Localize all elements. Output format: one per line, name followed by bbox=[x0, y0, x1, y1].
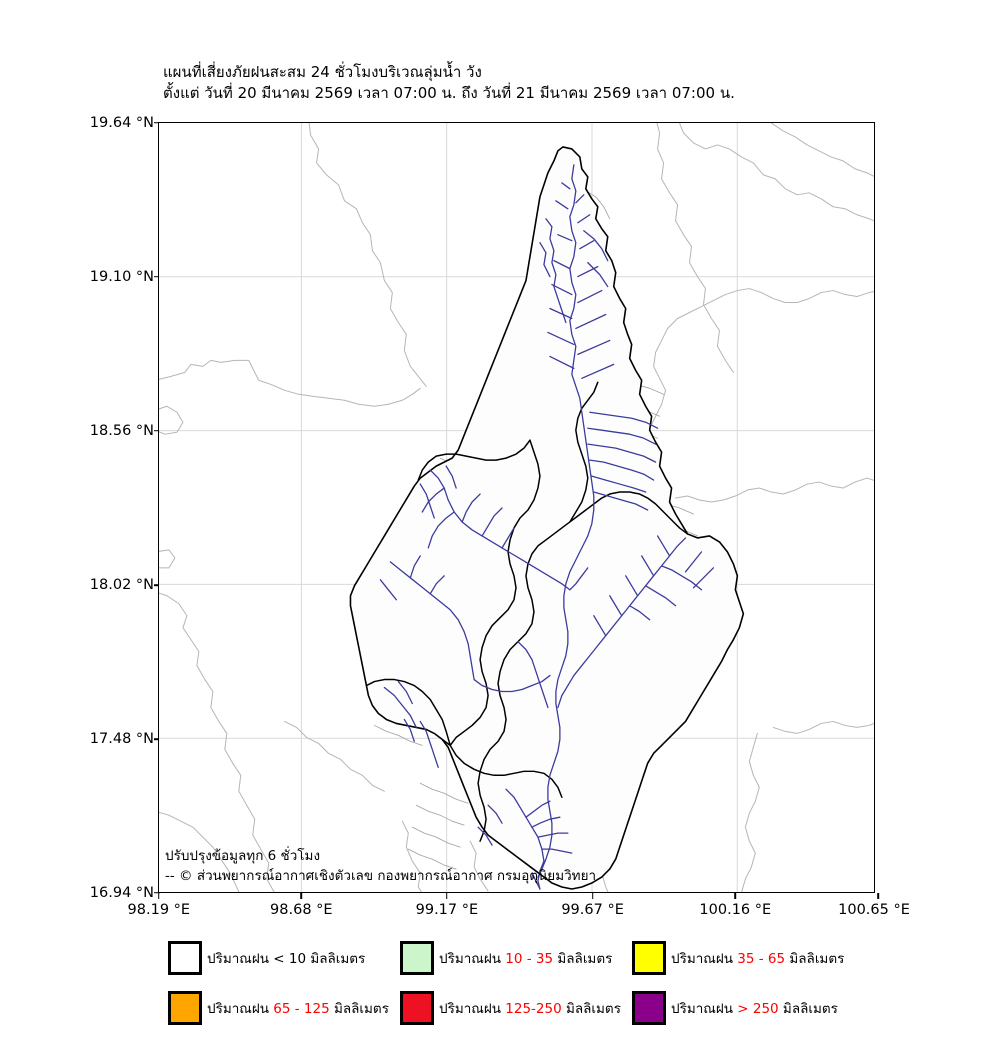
legend-suffix: มิลลิเมตร bbox=[553, 951, 613, 967]
legend-item-10-35[interactable]: ปริมาณฝน 10 - 35 มิลลิเมตร bbox=[400, 938, 612, 978]
legend-range: 35 - 65 bbox=[737, 951, 786, 967]
map-footnote: ปรับปรุงข้อมูลทุก 6 ชั่วโมง -- © ส่วนพยา… bbox=[165, 846, 596, 886]
legend-label: ปริมาณฝน 125-250 มิลลิเมตร bbox=[439, 997, 621, 1019]
province-boundaries bbox=[159, 123, 874, 892]
legend-range: 10 - 35 bbox=[505, 951, 554, 967]
legend-label: ปริมาณฝน < 10 มิลลิเมตร bbox=[207, 947, 365, 969]
footnote-line-1: ปรับปรุงข้อมูลทุก 6 ชั่วโมง bbox=[165, 848, 321, 864]
page-title: แผนที่เสี่ยงภัยฝนสะสม 24 ชั่วโมงบริเวณลุ… bbox=[163, 62, 923, 104]
basin-internal-divides bbox=[365, 381, 689, 842]
legend-item-gt250[interactable]: ปริมาณฝน > 250 มิลลิเมตร bbox=[632, 988, 838, 1028]
legend-suffix: มิลลิเมตร bbox=[785, 951, 845, 967]
y-tick-label: 18.02 °N bbox=[89, 577, 154, 594]
legend-range: > 250 bbox=[737, 1001, 779, 1017]
x-tick-label: 99.67 °E bbox=[561, 902, 624, 918]
x-tick bbox=[158, 893, 160, 899]
legend-prefix: ปริมาณฝน bbox=[439, 951, 506, 967]
footnote-line-2: -- © ส่วนพยากรณ์อากาศเชิงตัวเลข กองพยากร… bbox=[165, 868, 597, 884]
title-line-1: แผนที่เสี่ยงภัยฝนสะสม 24 ชั่วโมงบริเวณลุ… bbox=[163, 63, 482, 81]
legend-label: ปริมาณฝน > 250 มิลลิเมตร bbox=[671, 997, 838, 1019]
legend-prefix: ปริมาณฝน bbox=[207, 1001, 274, 1017]
legend-label: ปริมาณฝน 35 - 65 มิลลิเมตร bbox=[671, 947, 844, 969]
legend-item-125-250[interactable]: ปริมาณฝน 125-250 มิลลิเมตร bbox=[400, 988, 621, 1028]
y-tick-label: 17.48 °N bbox=[89, 731, 154, 748]
x-tick bbox=[877, 893, 879, 899]
legend-range: 125-250 bbox=[505, 1001, 562, 1017]
x-tick-label: 99.17 °E bbox=[415, 902, 479, 918]
legend-swatch bbox=[168, 941, 202, 975]
y-tick bbox=[154, 584, 160, 586]
y-tick bbox=[154, 121, 160, 124]
legend-range: 65 - 125 bbox=[273, 1001, 330, 1017]
legend-label: ปริมาณฝน 65 - 125 มิลลิเมตร bbox=[207, 997, 389, 1019]
y-tick bbox=[154, 738, 160, 741]
river-network bbox=[379, 164, 715, 890]
x-tick-label: 98.68 °E bbox=[270, 902, 333, 918]
basin-boundaries bbox=[349, 146, 745, 890]
y-tick bbox=[154, 275, 160, 278]
y-tick-label: 19.64 °N bbox=[89, 114, 154, 131]
legend-prefix: ปริมาณฝน bbox=[671, 1001, 738, 1017]
latitude-axis: 19.64 °N 19.10 °N 18.56 °N 18.02 °N 17.4… bbox=[58, 115, 160, 901]
basin-map bbox=[159, 123, 874, 892]
x-tick bbox=[591, 893, 594, 899]
map-plot-area[interactable]: ปรับปรุงข้อมูลทุก 6 ชั่วโมง -- © ส่วนพยา… bbox=[158, 122, 875, 893]
longitude-axis: 98.19 °E 98.68 °E 99.17 °E 99.67 °E 100.… bbox=[128, 893, 910, 933]
legend-swatch bbox=[168, 991, 202, 1025]
legend-swatch bbox=[400, 991, 434, 1025]
x-tick-label: 98.19 °E bbox=[127, 902, 191, 918]
rainfall-legend: ปริมาณฝน < 10 มิลลิเมตร ปริมาณฝน 10 - 35… bbox=[160, 932, 990, 1042]
legend-suffix: มิลลิเมตร bbox=[310, 951, 366, 967]
y-tick bbox=[154, 891, 160, 894]
legend-prefix: ปริมาณฝน bbox=[671, 951, 738, 967]
legend-suffix: มิลลิเมตร bbox=[329, 1001, 389, 1017]
y-tick-label: 19.10 °N bbox=[89, 268, 154, 285]
x-tick-label: 100.16 °E bbox=[699, 902, 772, 918]
legend-suffix: มิลลิเมตร bbox=[561, 1001, 621, 1017]
legend-swatch bbox=[632, 991, 666, 1025]
x-tick bbox=[734, 893, 737, 899]
y-tick-label: 18.56 °N bbox=[89, 422, 154, 439]
legend-prefix: ปริมาณฝน < 10 bbox=[207, 951, 311, 967]
legend-label: ปริมาณฝน 10 - 35 มิลลิเมตร bbox=[439, 947, 612, 969]
legend-swatch bbox=[632, 941, 666, 975]
legend-prefix: ปริมาณฝน bbox=[439, 1001, 506, 1017]
legend-item-35-65[interactable]: ปริมาณฝน 35 - 65 มิลลิเมตร bbox=[632, 938, 844, 978]
legend-item-lt10[interactable]: ปริมาณฝน < 10 มิลลิเมตร bbox=[168, 938, 365, 978]
title-line-2: ตั้งแต่ วันที่ 20 มีนาคม 2569 เวลา 07:00… bbox=[163, 84, 735, 102]
x-tick-label: 100.65 °E bbox=[838, 902, 910, 918]
x-tick bbox=[446, 893, 448, 899]
legend-swatch bbox=[400, 941, 434, 975]
y-tick bbox=[154, 430, 160, 432]
legend-suffix: มิลลิเมตร bbox=[778, 1001, 838, 1017]
legend-item-65-125[interactable]: ปริมาณฝน 65 - 125 มิลลิเมตร bbox=[168, 988, 389, 1028]
x-tick bbox=[300, 893, 303, 899]
y-tick-label: 16.94 °N bbox=[89, 884, 154, 901]
